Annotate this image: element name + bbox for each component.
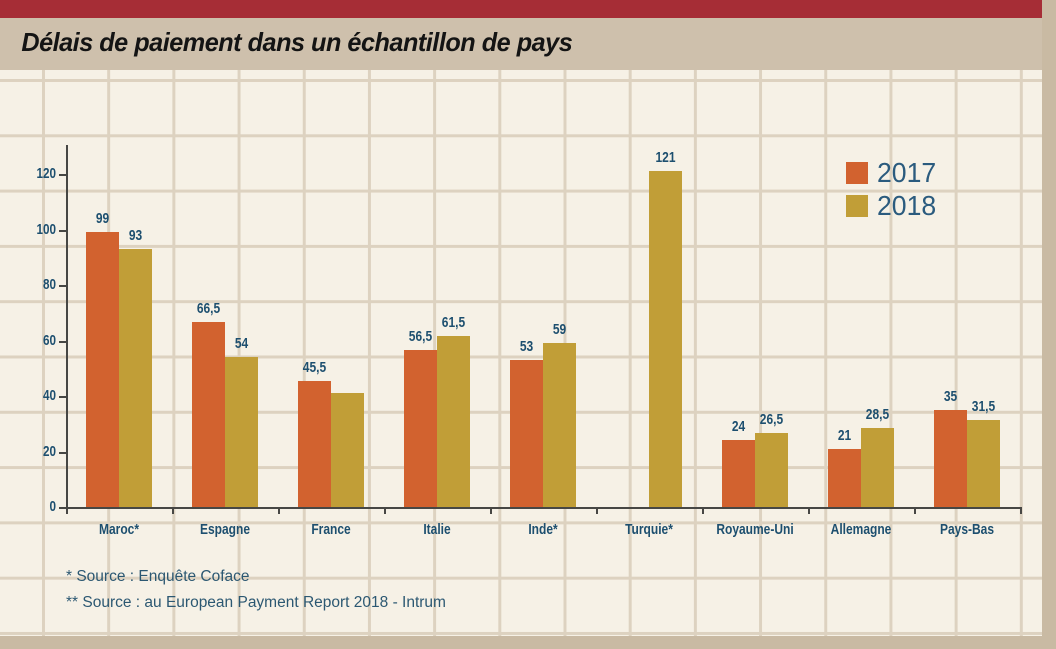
bar-2018-pays-bas	[967, 419, 1000, 507]
legend-swatch-2018	[846, 195, 868, 217]
legend-label-2018: 2018	[877, 190, 937, 221]
bar-2018-inde	[543, 343, 576, 507]
chart-legend: 2017 2018	[846, 157, 939, 226]
x-category-label-allemagne: Allemagne	[830, 521, 892, 538]
y-tick-mark	[59, 229, 66, 232]
value-label-2018-allemagne: 28,5	[865, 405, 890, 423]
footnote-coface: * Source : Enquête Coface	[66, 568, 250, 585]
x-tick-mark	[384, 507, 386, 514]
value-label-2018-turquie: 121	[655, 149, 676, 167]
legend-label-2017: 2017	[877, 157, 937, 188]
bar-2018-allemagne	[861, 427, 894, 507]
value-label-2018-espagne: 54	[234, 335, 249, 353]
top-accent-bar	[0, 0, 1042, 18]
x-tick-mark	[66, 507, 68, 514]
x-category-label-maroc: Maroc*	[98, 521, 140, 538]
bar-2018-maroc	[119, 248, 152, 507]
y-tick-label: 40	[42, 387, 56, 404]
bar-2018-espagne	[225, 357, 258, 507]
value-label-2018-inde: 59	[552, 321, 567, 339]
bar-2018-france	[331, 393, 364, 507]
y-tick-mark	[59, 285, 66, 287]
bar-2017-italie	[404, 350, 437, 507]
value-label-2017-inde: 53	[519, 337, 534, 355]
x-tick-mark	[172, 507, 174, 514]
y-tick-mark	[59, 451, 66, 454]
x-tick-mark	[1020, 507, 1022, 514]
value-label-2017-france: 45,5	[302, 358, 327, 376]
y-tick-mark	[59, 340, 66, 343]
x-tick-mark	[596, 507, 598, 514]
x-category-label-royaume-uni: Royaume-Uni	[716, 521, 794, 538]
bar-2017-pays-bas	[934, 409, 967, 507]
y-tick-mark	[59, 507, 66, 509]
value-label-2017-espagne: 66,5	[196, 300, 221, 318]
value-label-2018-maroc: 93	[128, 226, 143, 244]
x-category-label-inde: Inde*	[528, 521, 558, 538]
bar-chart: 0 20 40 60 80 100 120 99 93 Maroc* 66,5 54 Espagne 45…	[0, 70, 1042, 636]
y-tick-label: 60	[42, 331, 56, 349]
value-label-2017-italie: 56,5	[408, 328, 433, 346]
x-tick-mark	[702, 507, 704, 514]
y-tick-label: 120	[36, 165, 56, 182]
y-axis	[66, 145, 68, 509]
bar-2018-italie	[437, 336, 470, 507]
bar-2017-espagne	[192, 322, 225, 507]
y-tick-label: 0	[49, 498, 56, 515]
y-tick-mark	[59, 174, 66, 176]
value-label-2017-pays-bas: 35	[943, 387, 958, 405]
x-category-label-turquie: Turquie*	[625, 521, 673, 538]
footnote-intrum: ** Source : au European Payment Report 2…	[66, 594, 446, 611]
bar-2018-turquie	[649, 171, 682, 507]
y-tick-label: 80	[42, 276, 56, 293]
content-panel: Délais de paiement dans un échantillon d…	[0, 0, 1042, 636]
x-category-label-france: France	[311, 521, 351, 538]
value-label-2017-royaume-uni: 24	[731, 418, 746, 436]
bar-2017-inde	[510, 359, 543, 507]
y-tick-mark	[59, 396, 66, 398]
chart-area: 0 20 40 60 80 100 120 99 93 Maroc* 66,5 54 Espagne 45…	[0, 70, 1042, 636]
bar-2018-royaume-uni	[755, 433, 788, 507]
x-tick-mark	[490, 507, 492, 514]
x-tick-mark	[914, 507, 916, 514]
x-tick-mark	[278, 507, 280, 514]
value-label-2018-royaume-uni: 26,5	[759, 411, 784, 429]
value-label-2018-pays-bas: 31,5	[971, 397, 996, 415]
legend-item-2017: 2017	[846, 157, 939, 188]
bar-2017-france	[298, 380, 331, 507]
y-tick-label: 100	[36, 220, 56, 238]
bar-2017-maroc	[86, 232, 119, 507]
x-axis	[66, 507, 1022, 509]
y-tick-label: 20	[42, 442, 56, 460]
value-label-2018-italie: 61,5	[441, 314, 466, 332]
x-category-label-pays-bas: Pays-Bas	[939, 521, 995, 538]
x-tick-mark	[808, 507, 810, 514]
title-band: Délais de paiement dans un échantillon d…	[0, 18, 1042, 70]
footnotes: * Source : Enquête Coface ** Source : au…	[66, 564, 446, 616]
bar-2017-royaume-uni	[722, 440, 755, 507]
x-category-label-italie: Italie	[423, 521, 451, 538]
bar-2017-allemagne	[828, 448, 861, 507]
x-category-label-espagne: Espagne	[199, 521, 251, 538]
value-label-2017-allemagne: 21	[837, 426, 852, 444]
value-label-2017-maroc: 99	[95, 210, 110, 228]
page-title: Délais de paiement dans un échantillon d…	[21, 27, 573, 57]
legend-item-2018: 2018	[846, 190, 939, 221]
legend-swatch-2017	[846, 162, 868, 184]
